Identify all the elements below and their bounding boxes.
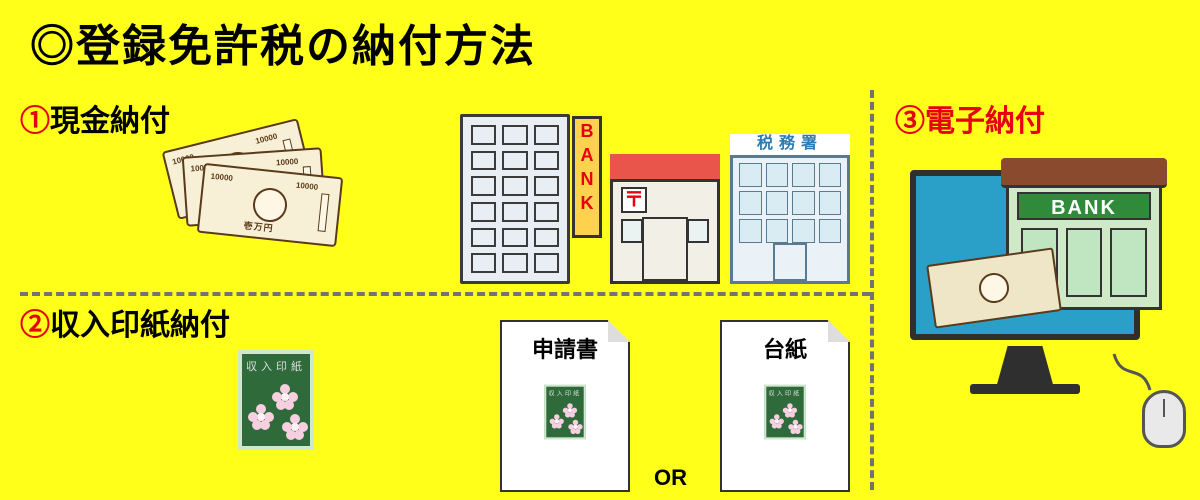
- doc-a-label: 申請書: [532, 332, 598, 364]
- method-2-number: ②: [20, 309, 50, 342]
- application-document-icon: 申請書 収入印紙: [500, 320, 630, 492]
- cash-icon: 10000 10000 壱万円 10000 10000 壱万円 10000 10…: [160, 130, 350, 260]
- banknote: 10000 10000 壱万円: [197, 163, 344, 247]
- vertical-divider: [870, 90, 874, 490]
- bank-sign-label: BANK: [1017, 192, 1151, 220]
- tax-office-icon: 税務署: [730, 134, 850, 284]
- bank-sign-icon: B A N K: [572, 116, 602, 238]
- revenue-stamp-icon: 収入印紙: [238, 350, 314, 450]
- doc-b-label: 台紙: [763, 332, 807, 364]
- payment-locations-icon: B A N K 〒 税務署: [460, 104, 860, 284]
- electronic-payment-icon: BANK: [900, 160, 1180, 470]
- or-label: OR: [654, 465, 687, 491]
- method-3-label: 電子納付: [925, 105, 1045, 138]
- method-1-heading: ①現金納付: [20, 96, 170, 140]
- revenue-stamp-icon: 収入印紙: [764, 385, 806, 440]
- mouse-icon: [1142, 390, 1186, 448]
- method-3-number: ③: [895, 105, 925, 138]
- method-2-heading: ②収入印紙納付: [20, 300, 230, 344]
- mouse-wire-icon: [1112, 352, 1152, 392]
- office-building-icon: [460, 114, 570, 284]
- page-title: ◎登録免許税の納付方法: [30, 10, 536, 74]
- mount-document-icon: 台紙 収入印紙: [720, 320, 850, 492]
- method-3-heading: ③電子納付: [895, 96, 1045, 140]
- method-1-label: 現金納付: [50, 105, 170, 138]
- post-office-icon: 〒: [610, 154, 720, 284]
- method-1-number: ①: [20, 105, 50, 138]
- postal-mark-icon: 〒: [621, 187, 647, 213]
- revenue-stamp-icon: 収入印紙: [544, 385, 586, 440]
- tax-office-label: 税務署: [730, 134, 850, 158]
- stamp-label: 収入印紙: [242, 354, 310, 374]
- horizontal-divider: [20, 292, 870, 296]
- infographic-root: ◎登録免許税の納付方法 ①現金納付 ②収入印紙納付 ③電子納付 10000 10…: [0, 0, 1200, 500]
- method-2-label: 収入印紙納付: [50, 309, 230, 342]
